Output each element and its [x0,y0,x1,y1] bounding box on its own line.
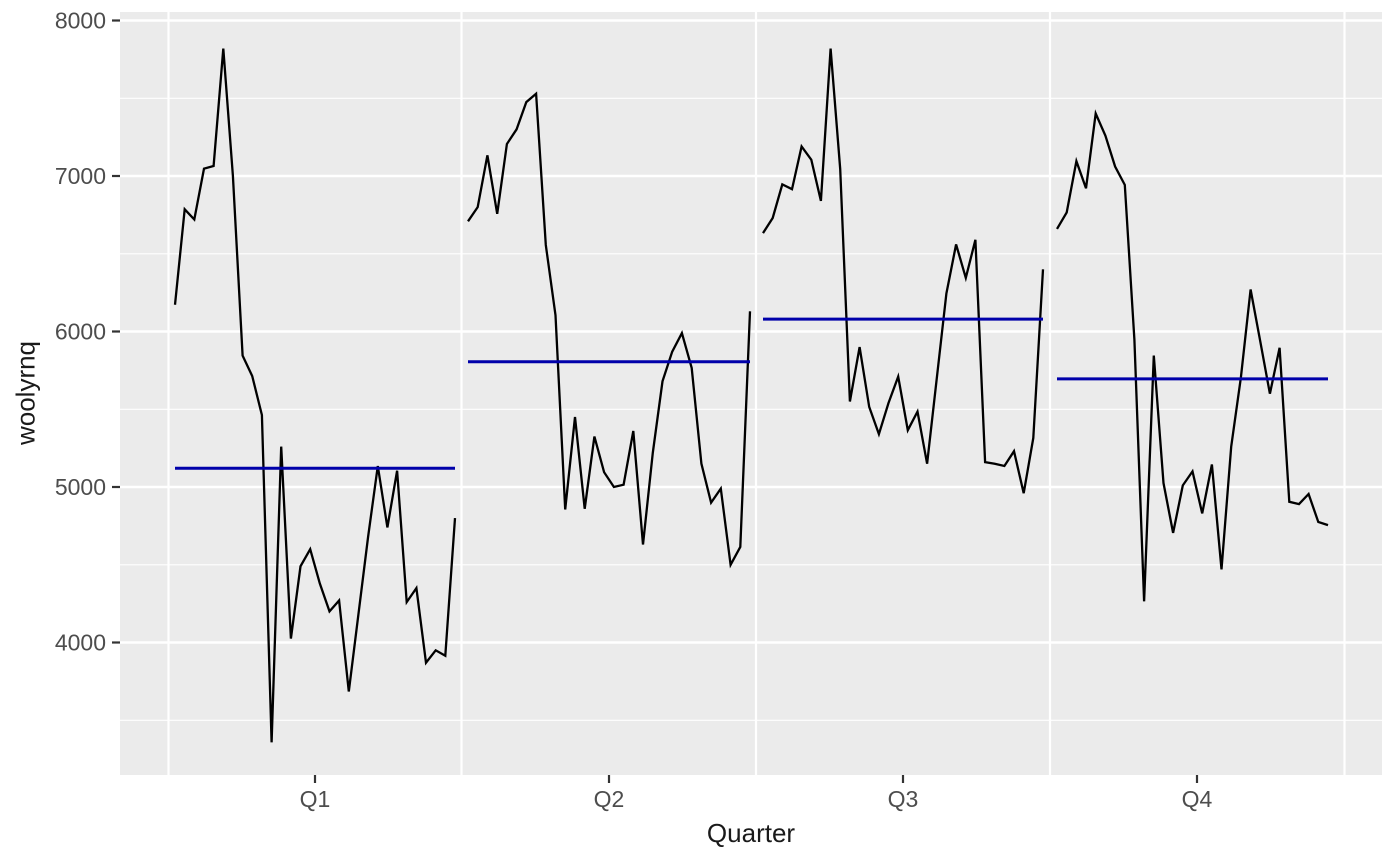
x-tick-label: Q3 [888,786,919,812]
y-tick-label: 7000 [55,163,106,189]
y-tick-label: 8000 [55,8,106,34]
y-tick-label: 6000 [55,319,106,345]
y-tick-label: 4000 [55,630,106,656]
series-line-q3 [762,48,1045,494]
series-line-q2 [467,91,752,569]
x-tick-label: Q4 [1182,786,1213,812]
x-tick-label: Q1 [300,786,331,812]
y-axis-title: woolyrnq [10,340,41,446]
y-tick-label: 5000 [55,474,106,500]
series-line-q4 [1056,109,1329,602]
panel-background [120,12,1382,775]
x-tick-label: Q2 [594,786,625,812]
series-line-q1 [173,48,457,743]
x-axis-title: Quarter [706,818,796,848]
